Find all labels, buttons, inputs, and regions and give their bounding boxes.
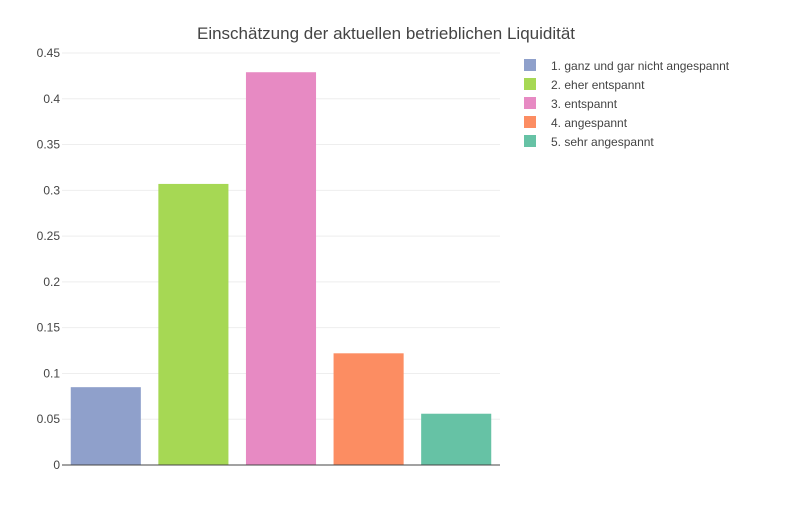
legend-label: 1. ganz und gar nicht angespannt xyxy=(551,59,730,73)
y-tick-label: 0.25 xyxy=(37,229,61,243)
bar[interactable] xyxy=(333,353,404,465)
bar[interactable] xyxy=(245,72,317,465)
bar[interactable] xyxy=(70,387,141,465)
y-tick-label: 0.05 xyxy=(37,412,61,426)
y-tick-label: 0.45 xyxy=(37,46,61,60)
legend[interactable]: 1. ganz und gar nicht angespannt 2. eher … xyxy=(524,59,730,149)
legend-item[interactable]: 3. entspannt xyxy=(524,97,618,111)
legend-item[interactable]: 4. angespannt xyxy=(524,116,628,130)
legend-item[interactable]: 2. eher entspannt xyxy=(524,78,645,92)
bar[interactable] xyxy=(421,413,492,465)
y-tick-label: 0.3 xyxy=(43,183,60,197)
y-tick-label: 0.35 xyxy=(37,138,61,152)
y-tick-label: 0 xyxy=(53,458,60,472)
legend-swatch xyxy=(524,97,536,109)
legend-label: 4. angespannt xyxy=(551,116,628,130)
bar[interactable] xyxy=(158,183,229,465)
legend-item[interactable]: 1. ganz und gar nicht angespannt xyxy=(524,59,730,73)
legend-swatch xyxy=(524,78,536,90)
y-axis-ticks: 0 0.05 0.1 0.15 0.2 0.25 0.3 0.35 0.4 0.45 xyxy=(37,46,61,472)
y-tick-label: 0.2 xyxy=(43,275,60,289)
y-tick-label: 0.15 xyxy=(37,321,61,335)
legend-label: 2. eher entspannt xyxy=(551,78,645,92)
legend-label: 3. entspannt xyxy=(551,97,618,111)
legend-item[interactable]: 5. sehr angespannt xyxy=(524,135,654,149)
legend-swatch xyxy=(524,116,536,128)
y-tick-label: 0.1 xyxy=(43,366,60,380)
legend-label: 5. sehr angespannt xyxy=(551,135,654,149)
legend-swatch xyxy=(524,59,536,71)
bars xyxy=(70,72,492,465)
legend-swatch xyxy=(524,135,536,147)
chart-title: Einschätzung der aktuellen betrieblichen… xyxy=(197,24,575,43)
y-tick-label: 0.4 xyxy=(43,92,60,106)
